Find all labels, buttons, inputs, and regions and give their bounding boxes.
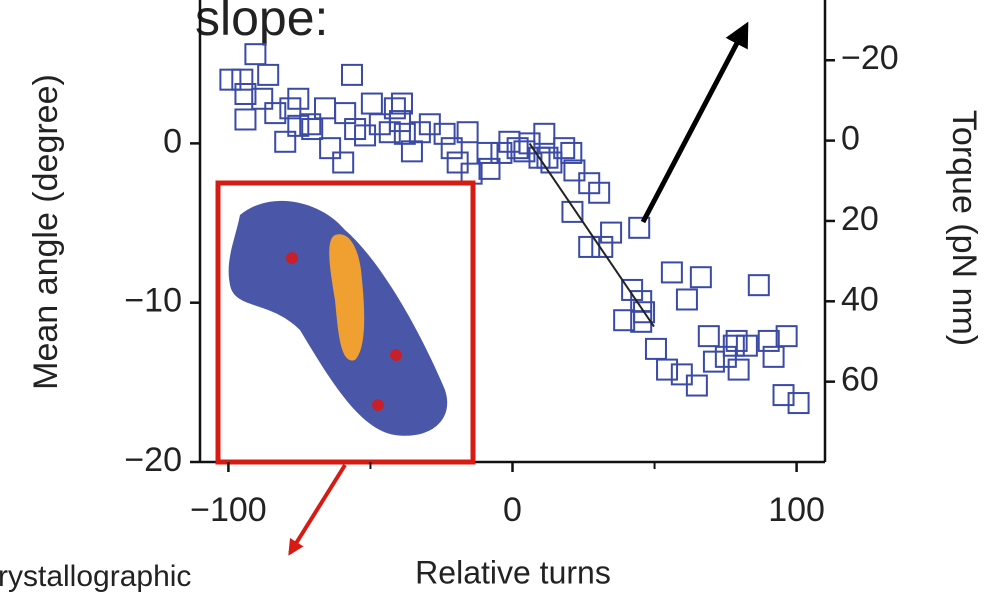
point: [762, 345, 785, 368]
x-tick-label: 100: [768, 491, 825, 529]
fit-line: [528, 142, 655, 328]
point: [670, 363, 693, 386]
point: [757, 329, 780, 352]
point: [633, 301, 656, 324]
x-tick-label: −100: [190, 491, 267, 529]
point: [685, 374, 708, 397]
point: [628, 216, 651, 239]
point: [727, 358, 750, 381]
point: [390, 92, 413, 115]
point: [219, 68, 242, 91]
point: [389, 110, 411, 133]
point: [588, 181, 611, 204]
point: [660, 261, 683, 284]
y2-tick-label: −20: [841, 39, 899, 77]
dna: [329, 234, 365, 361]
point: [456, 121, 479, 144]
point: [644, 337, 667, 360]
point: [689, 266, 712, 289]
annotation: slope:: [195, 0, 328, 46]
residue: [372, 399, 384, 411]
x-tick-label: 0: [503, 491, 522, 529]
point: [234, 82, 257, 105]
point: [490, 141, 513, 164]
arrow: [288, 463, 347, 556]
point: [244, 43, 267, 66]
point: [563, 159, 586, 182]
y-axis-title: Mean angle (degree): [27, 74, 65, 390]
y-tick-label: −10: [124, 282, 182, 320]
point: [301, 118, 324, 141]
point: [393, 122, 416, 145]
point: [251, 87, 274, 110]
point: [319, 137, 342, 160]
point: [702, 350, 725, 373]
y2-tick-label: 20: [841, 200, 879, 238]
point: [360, 92, 383, 115]
annotation: rystallographic: [0, 560, 191, 592]
point: [383, 97, 406, 120]
point: [591, 235, 614, 258]
point: [257, 63, 280, 86]
point: [340, 63, 363, 86]
point: [747, 274, 770, 297]
point: [264, 102, 287, 125]
point: [775, 325, 798, 348]
point: [772, 384, 795, 407]
point: [533, 122, 556, 145]
y-tick-label: 0: [163, 122, 182, 160]
point: [656, 358, 679, 381]
point: [697, 325, 720, 348]
point: [722, 334, 745, 357]
point: [506, 137, 529, 160]
point: [735, 334, 758, 357]
y-tick-label: −20: [124, 441, 182, 479]
point: [332, 151, 355, 174]
residue: [390, 349, 402, 361]
y2-tick-label: 0: [841, 120, 860, 158]
arrow: [640, 21, 749, 224]
point: [478, 157, 501, 180]
point: [234, 108, 257, 131]
point: [287, 114, 310, 137]
point: [560, 141, 583, 164]
point: [561, 200, 584, 223]
point: [274, 130, 297, 153]
point: [675, 288, 698, 311]
inset-structure: [215, 180, 476, 465]
point: [299, 113, 322, 136]
point: [553, 137, 576, 160]
point: [476, 141, 499, 164]
x-axis-title: Relative turns: [415, 554, 611, 590]
point: [600, 221, 623, 244]
point: [231, 68, 254, 91]
point: [354, 124, 377, 147]
point: [433, 122, 456, 145]
point: [314, 97, 336, 120]
point: [446, 151, 469, 174]
point: [787, 392, 810, 415]
y2-tick-label: 40: [841, 280, 879, 318]
residue: [286, 252, 298, 264]
point: [279, 97, 302, 120]
point: [440, 137, 463, 160]
y2-axis-title: Torque (pN nm): [945, 110, 983, 346]
y2-tick-label: 60: [841, 361, 879, 399]
